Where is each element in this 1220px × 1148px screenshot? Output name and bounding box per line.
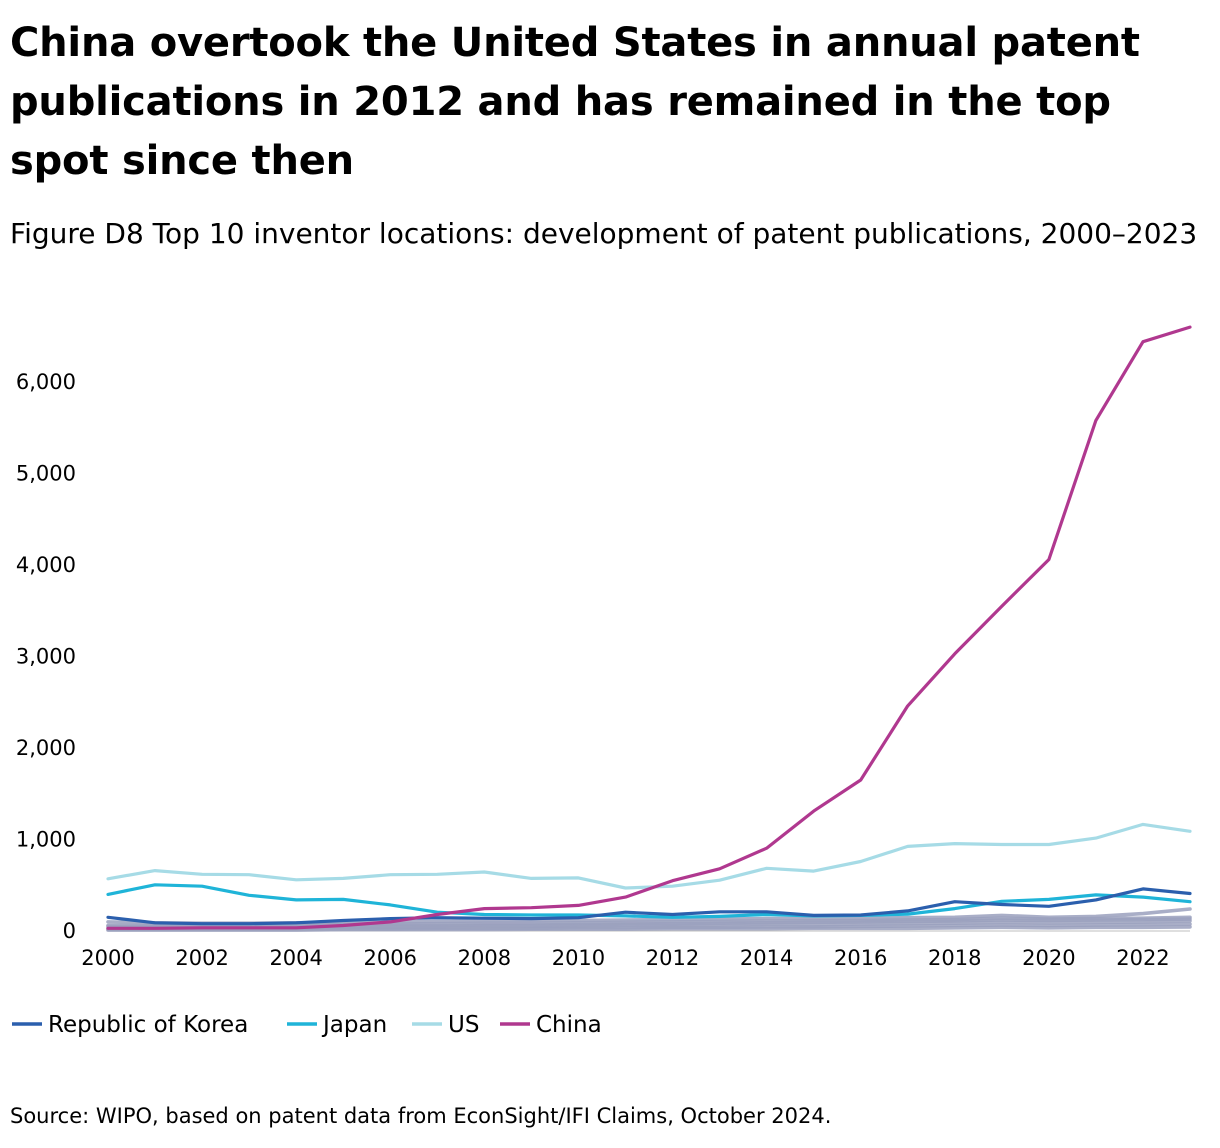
legend: Republic of Korea Japan US China — [12, 1012, 602, 1038]
x-tick-label: 2012 — [646, 946, 699, 970]
x-tick-label: 2006 — [364, 946, 417, 970]
chart-subtitle: Figure D8 Top 10 inventor locations: dev… — [10, 217, 1198, 250]
legend-label-republic-of-korea: Republic of Korea — [48, 1012, 248, 1038]
x-tick-label: 2010 — [552, 946, 605, 970]
source-note: Source: WIPO, based on patent data from … — [10, 1104, 832, 1128]
x-tick-label: 2002 — [175, 946, 228, 970]
series-line-us — [106, 822, 1192, 890]
x-tick-label: 2016 — [834, 946, 887, 970]
x-tick-label: 2014 — [740, 946, 793, 970]
x-tick-label: 2022 — [1116, 946, 1169, 970]
x-tick-label: 2000 — [81, 946, 134, 970]
x-tick-label: 2020 — [1022, 946, 1075, 970]
series-line-japan — [106, 883, 1192, 919]
series-line-republic-of-korea — [106, 887, 1192, 926]
y-tick-label: 2,000 — [16, 736, 76, 760]
legend-label-japan: Japan — [321, 1012, 387, 1038]
y-tick-label: 4,000 — [16, 553, 76, 577]
y-tick-label: 0 — [63, 919, 76, 943]
y-axis: 0 1,000 2,000 3,000 4,000 5,000 6,000 — [16, 370, 76, 943]
series-line-china — [106, 325, 1192, 930]
series-layer — [106, 325, 1192, 932]
legend-label-china: China — [536, 1012, 602, 1038]
x-tick-label: 2018 — [928, 946, 981, 970]
y-tick-label: 5,000 — [16, 462, 76, 486]
y-tick-label: 6,000 — [16, 370, 76, 394]
x-tick-label: 2004 — [269, 946, 322, 970]
series-line-other-location-6 — [106, 925, 1192, 932]
x-tick-label: 2008 — [458, 946, 511, 970]
y-tick-label: 3,000 — [16, 645, 76, 669]
x-axis: 2000 2002 2004 2006 2008 2010 2012 2014 2016 2018… — [81, 946, 1169, 970]
chart-title: China overtook the United States in annu… — [10, 20, 1140, 184]
legend-label-us: US — [448, 1012, 479, 1038]
y-tick-label: 1,000 — [16, 828, 76, 852]
